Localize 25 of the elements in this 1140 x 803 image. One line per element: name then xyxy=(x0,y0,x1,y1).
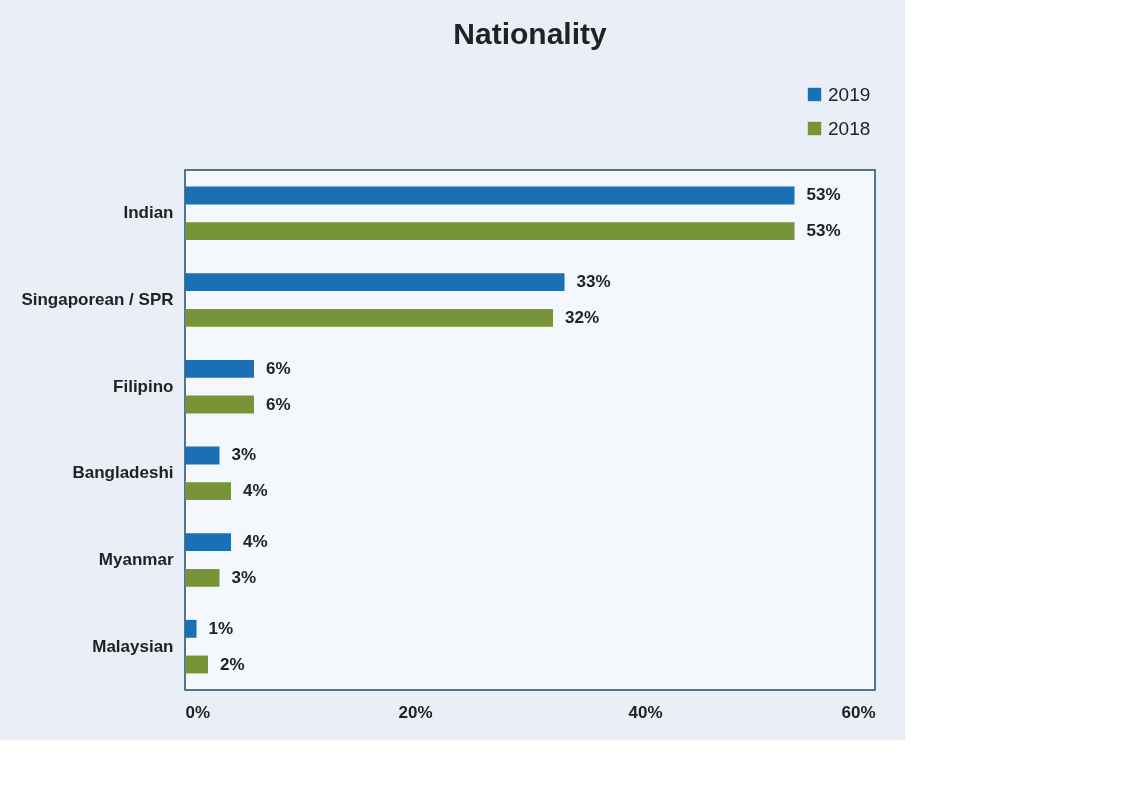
x-tick-label: 60% xyxy=(841,702,876,722)
data-label: 53% xyxy=(806,185,841,205)
data-label: 53% xyxy=(806,221,841,241)
data-label: 6% xyxy=(266,358,291,378)
data-label: 33% xyxy=(576,272,611,292)
y-tick-label: Bangladeshi xyxy=(72,463,174,483)
y-tick-label: Myanmar xyxy=(98,550,174,569)
y-tick-label: Filipino xyxy=(113,376,174,396)
chart-title: Nationality xyxy=(453,17,607,50)
data-label: 3% xyxy=(231,445,257,465)
x-tick-label: 20% xyxy=(398,702,433,722)
data-label: 4% xyxy=(243,532,268,552)
legend-label: 2019 xyxy=(828,83,871,105)
data-label: 3% xyxy=(231,567,257,587)
legend-label: 2018 xyxy=(828,117,871,139)
data-label: 4% xyxy=(243,481,268,501)
x-tick-label: 0% xyxy=(185,702,211,722)
x-tick-label: 40% xyxy=(628,702,663,722)
y-tick-label: Singaporean / SPR xyxy=(21,290,174,309)
data-label: 2% xyxy=(220,654,245,674)
data-label: 32% xyxy=(565,307,600,327)
data-label: 6% xyxy=(266,394,291,414)
data-label: 1% xyxy=(208,618,234,638)
y-tick-label: Indian xyxy=(123,203,174,223)
y-tick-label: Malaysian xyxy=(92,636,174,656)
